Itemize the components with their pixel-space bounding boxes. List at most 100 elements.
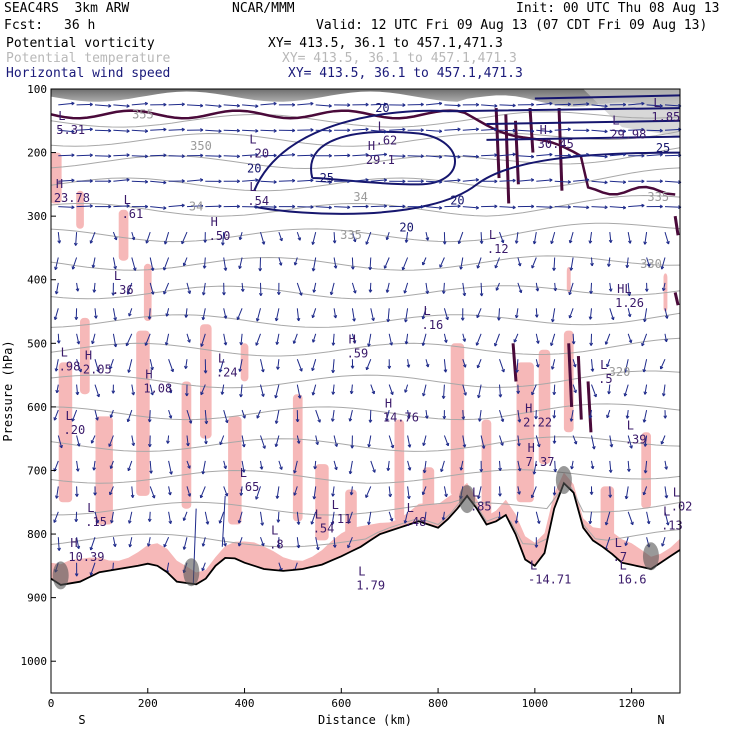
wind-vector [186, 409, 192, 424]
wind-vector-head [163, 241, 168, 245]
wind-vector-head [627, 292, 632, 297]
wind-vector [128, 511, 133, 524]
wind-vector-head [608, 494, 613, 498]
wind-vector-head [150, 391, 154, 396]
wind-vector-head [201, 567, 205, 572]
wind-vector-head [567, 153, 571, 158]
wind-vector [664, 460, 668, 470]
theta-contour-label: 330 [640, 257, 662, 271]
wind-vector-head [258, 268, 263, 272]
wind-vector [150, 180, 167, 184]
wind-vector-head [441, 290, 446, 294]
wind-vector-head [589, 342, 594, 346]
wind-vector [275, 410, 280, 424]
wind-vector-head [89, 179, 93, 183]
wind-vector [404, 511, 409, 524]
wind-vector-head [293, 492, 297, 496]
wind-vector [352, 154, 369, 157]
wind-vector-head [442, 415, 447, 420]
wind-vector-head [586, 102, 590, 106]
theta-contour [51, 337, 680, 357]
extremum-value: .7 [613, 550, 627, 564]
wind-vector [131, 155, 148, 157]
wind-vector [94, 104, 112, 107]
wind-vector [333, 232, 336, 244]
wind-vector [260, 180, 277, 183]
extremum-value: 14.76 [383, 410, 419, 424]
wind-vector [315, 435, 319, 445]
wind-vector-head [163, 153, 167, 158]
wind-vector [242, 129, 259, 132]
wind-vector-head [568, 315, 573, 319]
wind-vector [168, 409, 172, 419]
wind-vector-head [182, 262, 187, 267]
wind-vector-head [236, 103, 240, 108]
wind-vector [444, 205, 461, 208]
wind-vector-head [275, 341, 280, 345]
wind-vector-head [586, 152, 590, 157]
wind-vector-head [328, 205, 332, 210]
terrain-fill [51, 483, 680, 693]
wind-vector [260, 435, 266, 449]
wind-vector [276, 486, 280, 499]
wind-vector-head [550, 342, 554, 347]
wind-vector-head [261, 241, 266, 245]
wind-vector-head [255, 153, 259, 157]
wind-vector [425, 231, 429, 241]
wind-vector [312, 333, 317, 343]
wind-vector-head [630, 521, 634, 526]
extremum-value: .12 [487, 242, 509, 256]
wind-vector-head [622, 180, 627, 184]
wind-vector [239, 257, 243, 269]
wind-vector [148, 308, 151, 320]
wind-vector-head [150, 291, 155, 295]
extremum-marker: L [124, 193, 131, 207]
wind-vector-head [218, 520, 223, 524]
wind-vector [296, 282, 303, 296]
theta-contour [51, 312, 680, 328]
wind-vector-head [588, 316, 593, 320]
wind-vector-head [350, 365, 355, 369]
wind-vector-head [641, 127, 645, 132]
wind-vector [349, 409, 353, 422]
wind-vector-head [255, 342, 259, 346]
wind-vector [443, 308, 449, 320]
wind-vector-head [220, 391, 225, 395]
cloud-shading [538, 349, 551, 465]
wind-vector-head [163, 180, 167, 185]
wind-vector [76, 205, 93, 208]
wind-vector [402, 257, 409, 271]
wind-vector-head [659, 103, 663, 108]
wind-vector-head [494, 204, 498, 209]
wind-vector-head [273, 153, 277, 158]
wind-vector-head [353, 290, 357, 294]
wind-vector-head [144, 154, 149, 159]
wind-vector [297, 206, 314, 208]
wind-vector-head [331, 493, 335, 497]
wind-vector-head [296, 440, 301, 444]
extremum-marker: H [385, 396, 392, 410]
wind-vector-head [642, 491, 647, 496]
pv-contour-segment [511, 343, 518, 382]
wind-vector [644, 460, 648, 474]
wind-vector [293, 460, 298, 474]
wind-vector-head [641, 101, 645, 106]
wind-vector-head [407, 444, 412, 448]
wind-vector-head [475, 102, 480, 107]
wind-vector-head [659, 128, 663, 133]
wind-vector-head [460, 317, 465, 321]
wind-vector [572, 384, 577, 393]
wind-vector-head [236, 128, 240, 133]
wind-vector [531, 257, 537, 269]
wind-vector [351, 231, 356, 243]
wind-vector [113, 205, 130, 208]
wind-vector-head [438, 205, 443, 210]
wind-vector [425, 206, 442, 209]
wind-vector [460, 257, 464, 270]
wind-vector-head [89, 240, 94, 244]
wind-vector [240, 486, 243, 496]
wind-vector-head [181, 102, 185, 107]
wind-vector-head [224, 419, 229, 424]
wind-vector-head [112, 543, 117, 548]
